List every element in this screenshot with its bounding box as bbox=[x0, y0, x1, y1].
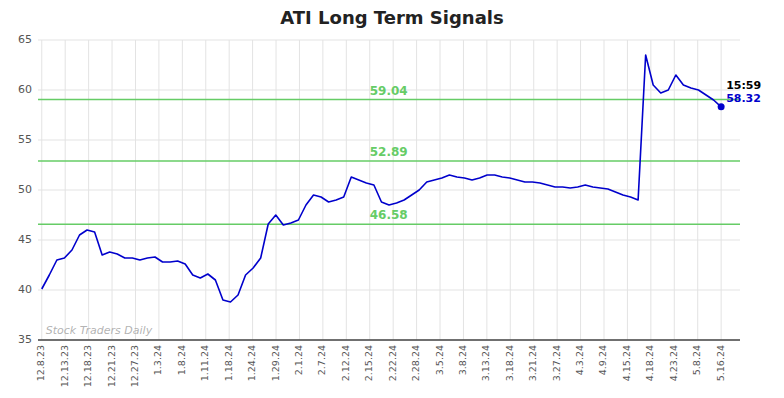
price-line bbox=[42, 55, 721, 302]
x-grid-line bbox=[627, 40, 628, 340]
x-tick-label: 1.29.24 bbox=[270, 345, 281, 381]
x-tick-label: 3.5.24 bbox=[434, 345, 445, 375]
y-tick-label: 55 bbox=[18, 133, 32, 146]
x-tick-label: 1.8.24 bbox=[176, 345, 187, 375]
x-tick-label: 3.8.24 bbox=[457, 345, 468, 375]
x-tick-label: 12.18.23 bbox=[82, 345, 93, 387]
plot-area bbox=[38, 55, 740, 302]
y-grid-line bbox=[38, 240, 740, 241]
x-grid-line bbox=[205, 40, 206, 340]
x-grid-line bbox=[299, 40, 300, 340]
x-grid-line bbox=[486, 40, 487, 340]
signal-line bbox=[38, 99, 740, 101]
x-tick-label: 5.8.24 bbox=[691, 345, 702, 375]
x-grid-line bbox=[697, 40, 698, 340]
x-grid-line bbox=[463, 40, 464, 340]
annotation-price: 58.32 bbox=[726, 92, 761, 105]
x-grid-line bbox=[182, 40, 183, 340]
y-tick-label: 40 bbox=[18, 283, 32, 296]
x-tick-label: 4.23.24 bbox=[668, 345, 679, 381]
signal-label: 46.58 bbox=[370, 208, 408, 222]
x-tick-label: 1.18.24 bbox=[223, 345, 234, 381]
x-grid-line bbox=[276, 40, 277, 340]
x-tick-label: 2.15.24 bbox=[363, 345, 374, 381]
signal-line bbox=[38, 160, 740, 162]
x-tick-label: 2.7.24 bbox=[316, 345, 327, 375]
y-grid-line bbox=[38, 40, 740, 41]
x-grid-line bbox=[41, 40, 42, 340]
grid bbox=[38, 40, 740, 340]
signal-line bbox=[38, 223, 740, 225]
last-point bbox=[718, 103, 725, 110]
watermark: Stock Traders Daily bbox=[46, 324, 153, 337]
x-tick-label: 5.16.24 bbox=[715, 345, 726, 381]
y-grid-line bbox=[38, 190, 740, 191]
x-grid-line bbox=[416, 40, 417, 340]
x-tick-label: 3.21.24 bbox=[527, 345, 538, 381]
x-grid-line bbox=[135, 40, 136, 340]
x-tick-label: 1.3.24 bbox=[152, 345, 163, 375]
x-grid-line bbox=[674, 40, 675, 340]
title: ATI Long Term Signals bbox=[280, 7, 503, 28]
x-tick-label: 4.3.24 bbox=[574, 345, 585, 375]
x-grid-line bbox=[252, 40, 253, 340]
x-tick-label: 2.22.24 bbox=[387, 345, 398, 381]
x-tick-label: 3.13.24 bbox=[480, 345, 491, 381]
y-tick-label: 35 bbox=[18, 333, 32, 346]
x-grid-line bbox=[158, 40, 159, 340]
x-tick-label: 1.24.24 bbox=[246, 345, 257, 381]
x-tick-label: 12.8.23 bbox=[35, 345, 46, 381]
x-tick-label: 12.21.23 bbox=[106, 345, 117, 387]
x-tick-label: 3.18.24 bbox=[504, 345, 515, 381]
x-tick-label: 2.1.24 bbox=[293, 345, 304, 375]
y-grid-line bbox=[38, 140, 740, 141]
x-tick-label: 2.12.24 bbox=[340, 345, 351, 381]
x-tick-label: 2.28.24 bbox=[410, 345, 421, 381]
x-grid-line bbox=[721, 40, 722, 340]
x-axis-line bbox=[38, 339, 740, 341]
signal-label: 52.89 bbox=[370, 145, 408, 159]
y-grid-line bbox=[38, 290, 740, 291]
x-tick-label: 3.27.24 bbox=[551, 345, 562, 381]
y-tick-label: 60 bbox=[18, 83, 32, 96]
annotation-time: 15:59 bbox=[726, 79, 761, 92]
x-grid-line bbox=[112, 40, 113, 340]
x-grid-line bbox=[88, 40, 89, 340]
x-tick-label: 4.9.24 bbox=[597, 345, 608, 375]
x-tick-label: 4.15.24 bbox=[621, 345, 632, 381]
y-tick-label: 50 bbox=[18, 183, 32, 196]
x-grid-line bbox=[603, 40, 604, 340]
x-grid-line bbox=[322, 40, 323, 340]
x-grid-line bbox=[229, 40, 230, 340]
x-grid-line bbox=[65, 40, 66, 340]
signal-label: 59.04 bbox=[370, 84, 408, 98]
x-grid-line bbox=[510, 40, 511, 340]
y-tick-label: 45 bbox=[18, 233, 32, 246]
x-grid-line bbox=[533, 40, 534, 340]
x-tick-label: 12.27.23 bbox=[129, 345, 140, 387]
x-tick-label: 1.11.24 bbox=[199, 345, 210, 381]
x-grid-line bbox=[440, 40, 441, 340]
x-grid-line bbox=[580, 40, 581, 340]
y-grid-line bbox=[38, 340, 740, 341]
x-grid-line bbox=[650, 40, 651, 340]
x-tick-label: 4.18.24 bbox=[644, 345, 655, 381]
x-tick-label: 12.13.23 bbox=[59, 345, 70, 387]
y-tick-label: 65 bbox=[18, 33, 32, 46]
x-grid-line bbox=[557, 40, 558, 340]
chart: ATI Long Term Signals 35 40 45 50 55 60 65 12.8.… bbox=[0, 0, 784, 398]
